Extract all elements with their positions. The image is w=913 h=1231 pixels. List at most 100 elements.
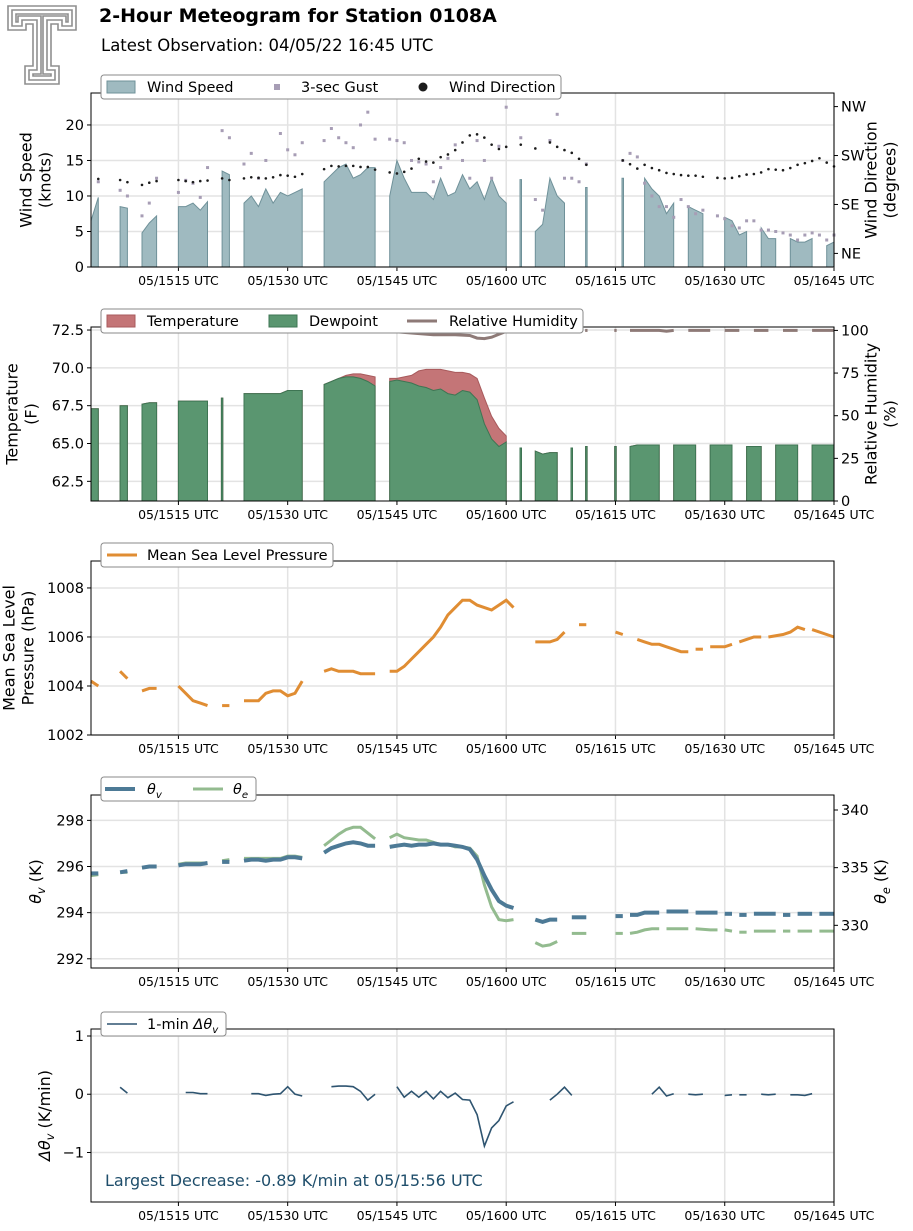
direction-marker — [730, 176, 734, 180]
wind-speed-area — [585, 187, 588, 268]
gust-marker — [701, 208, 705, 212]
pressure-panel: 05/1515 UTC 05/1530 UTC 05/1545 UTC 05/1600… — [0, 542, 875, 756]
direction-marker — [439, 155, 442, 159]
x-tick-label: 05/1630 UTC — [684, 1208, 765, 1223]
y-tick-label: 1006 — [47, 630, 84, 646]
wind-speed-area — [177, 200, 208, 268]
direction-marker — [759, 171, 763, 174]
delta-theta-line — [761, 1093, 776, 1096]
x-tick-label: 05/1630 UTC — [684, 974, 765, 989]
direction-marker — [300, 172, 304, 176]
wind-speed-area — [644, 176, 675, 268]
direction-marker — [461, 141, 464, 144]
legend-label: Wind Speed — [147, 80, 234, 96]
gust-marker — [686, 205, 690, 209]
x-tick-label: 05/1615 UTC — [575, 1208, 656, 1223]
direction-marker — [264, 177, 268, 180]
gust-marker — [286, 148, 290, 152]
delta-theta-line — [790, 1092, 813, 1097]
y-axis-label: Temperature — [3, 363, 22, 465]
x-tick-label: 05/1515 UTC — [138, 741, 219, 756]
direction-marker — [468, 134, 472, 137]
theta-e-line — [695, 927, 718, 932]
direction-marker — [257, 176, 260, 180]
y-tick-label: 298 — [56, 813, 84, 829]
y2-tick-label: 330 — [841, 918, 869, 934]
plot-frame — [90, 1028, 835, 1203]
direction-marker — [184, 179, 187, 183]
pressure-line — [636, 637, 689, 654]
wind-speed-area — [687, 205, 704, 268]
delta-theta-line — [688, 1093, 703, 1096]
pressure-line — [244, 680, 304, 703]
direction-marker — [286, 174, 289, 177]
wind-speed-area — [221, 170, 230, 268]
legend-label: Relative Humidity — [449, 314, 578, 330]
gust-marker — [643, 181, 647, 185]
wind-speed-area — [621, 177, 624, 268]
gust-marker — [424, 162, 428, 166]
wind-speed-area — [519, 179, 522, 268]
x-tick-label: 05/1545 UTC — [357, 273, 438, 288]
pressure-line — [710, 642, 733, 649]
x-tick-label: 05/1530 UTC — [247, 1208, 328, 1223]
pressure-line — [811, 628, 835, 639]
delta-theta-line — [651, 1086, 674, 1097]
direction-marker — [636, 167, 639, 170]
direction-marker — [818, 156, 821, 160]
gust-marker — [672, 215, 676, 219]
direction-marker — [774, 168, 778, 171]
y-tick-label: 1004 — [47, 679, 84, 695]
gust-marker — [650, 194, 654, 198]
theta-e-line — [534, 940, 558, 948]
x-tick-label: 05/1515 UTC — [138, 1208, 219, 1223]
direction-marker — [628, 162, 632, 166]
direction-marker — [687, 174, 690, 177]
gust-marker — [402, 141, 406, 145]
pressure-line — [323, 667, 376, 676]
direction-marker — [716, 176, 719, 180]
direction-marker — [220, 177, 224, 180]
direction-marker — [126, 180, 129, 184]
gust-marker — [155, 176, 159, 180]
gust-marker — [140, 214, 144, 218]
direction-marker — [577, 157, 581, 161]
theta-panel: 05/1515 UTC 05/1530 UTC 05/1545 UTC 05/1600… — [26, 776, 893, 989]
x-tick-label: 05/1630 UTC — [684, 741, 765, 756]
relative-humidity-line — [630, 328, 674, 333]
y2-axis-label: θe (K) — [871, 859, 893, 904]
y-tick-label: 1008 — [47, 581, 84, 597]
y2-tick-label: 335 — [841, 861, 869, 877]
direction-marker — [563, 148, 566, 152]
wind-speed-area — [141, 214, 158, 268]
gust-marker — [264, 158, 268, 162]
pressure-line — [141, 686, 157, 693]
pressure-line — [119, 670, 129, 680]
y-axis-label: (F) — [22, 403, 41, 425]
gust-marker — [125, 194, 129, 198]
dewpoint-area — [177, 400, 208, 501]
gust-marker — [533, 198, 537, 202]
direction-marker — [147, 181, 151, 185]
gust-marker — [715, 214, 719, 218]
relative-humidity-line — [389, 329, 507, 341]
direction-marker — [738, 174, 741, 178]
largest-decrease-annotation: Largest Decrease: -0.89 K/min at 05/15:5… — [105, 1171, 483, 1190]
dewpoint-area — [585, 446, 588, 501]
dewpoint-area — [243, 390, 303, 501]
y-tick-label: 292 — [56, 952, 84, 968]
gust-marker — [817, 233, 821, 237]
dewpoint-area — [119, 405, 128, 501]
legend-box — [100, 1011, 227, 1037]
legend-swatch — [274, 84, 280, 90]
theta-v-line — [178, 861, 208, 868]
x-tick-label: 05/1530 UTC — [247, 507, 328, 522]
legend-box — [100, 542, 334, 568]
gust-marker — [781, 231, 785, 235]
direction-marker — [483, 136, 486, 139]
delta-theta-line — [251, 1085, 303, 1097]
pressure-line — [615, 630, 624, 636]
legend-label: Temperature — [146, 314, 239, 330]
wind-speed-area — [724, 216, 748, 268]
gust-marker — [410, 158, 414, 162]
